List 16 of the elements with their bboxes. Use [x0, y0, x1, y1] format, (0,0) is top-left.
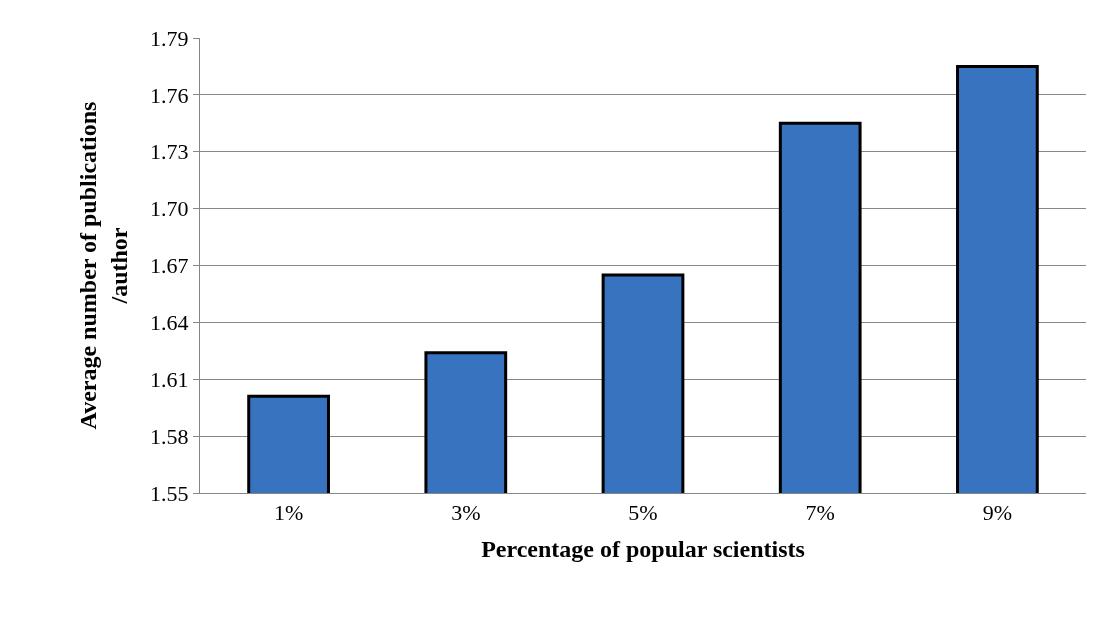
y-tick-label: 1.55 [150, 480, 189, 506]
y-tick-label: 1.61 [150, 366, 189, 392]
y-tick-label: 1.79 [150, 25, 189, 51]
x-tick-label: 9% [982, 500, 1013, 526]
x-axis-title: Percentage of popular scientists [481, 535, 805, 562]
x-tick-label: 3% [451, 500, 481, 526]
y-tick-label: 1.58 [150, 423, 189, 449]
y-tick-label: 1.76 [150, 82, 189, 108]
x-tick-label: 7% [805, 500, 835, 526]
y-axis-title: Average number of publications /author [75, 101, 133, 430]
x-tick-label: 5% [628, 500, 658, 526]
x-tick-label: 1% [273, 500, 304, 526]
y-tick-label: 1.64 [150, 310, 189, 336]
y-tick-label: 1.73 [150, 139, 189, 165]
y-tick-label: 1.70 [150, 196, 189, 222]
y-tick-label: 1.67 [150, 253, 189, 279]
